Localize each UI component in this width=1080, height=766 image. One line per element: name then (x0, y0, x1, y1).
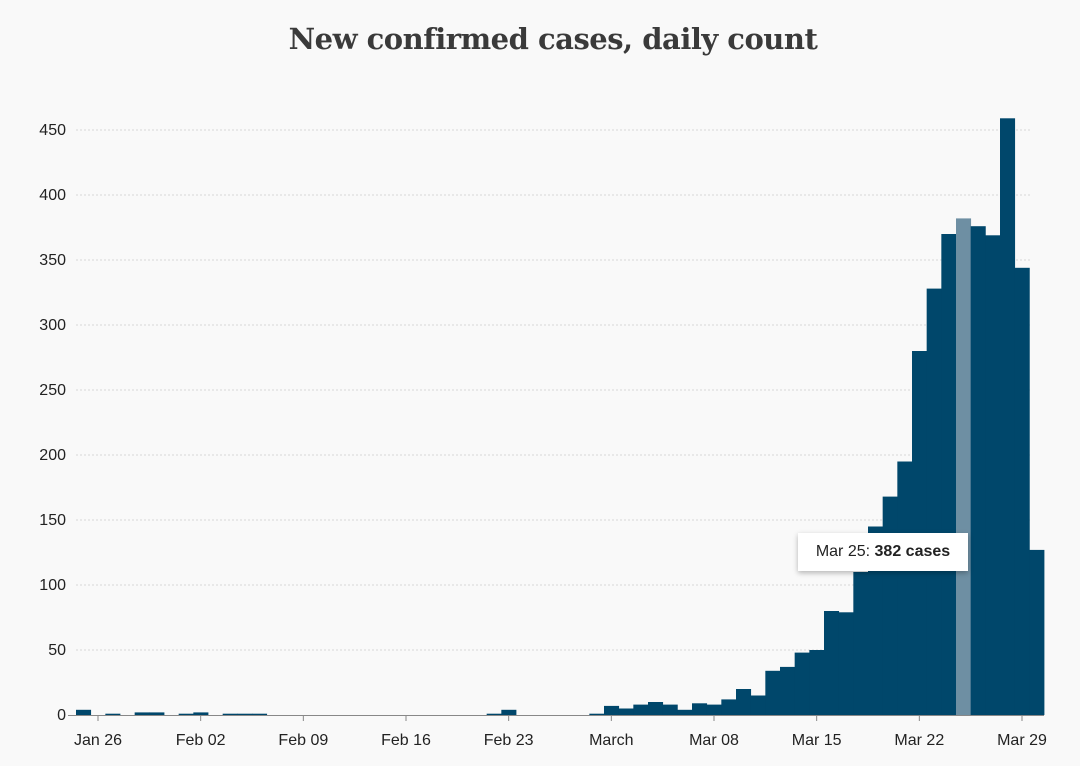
bar[interactable] (824, 611, 840, 715)
tooltip-date: Mar 25: (815, 543, 871, 560)
y-tick-label: 350 (39, 252, 66, 269)
bar[interactable] (105, 713, 121, 715)
x-tick-label: Feb 16 (381, 732, 431, 749)
bar[interactable] (501, 709, 517, 715)
bar[interactable] (721, 699, 737, 715)
bar[interactable] (780, 666, 796, 715)
bar[interactable] (985, 235, 1001, 716)
y-tick-label: 250 (39, 382, 66, 399)
x-tick-label: Feb 02 (176, 732, 226, 749)
bar[interactable] (252, 713, 268, 715)
x-tick-label: Mar 15 (792, 732, 842, 749)
y-tick-label: 100 (39, 577, 66, 594)
bar[interactable] (897, 461, 913, 716)
bar[interactable] (706, 704, 722, 715)
bar[interactable] (222, 713, 238, 715)
bar[interactable] (809, 650, 825, 715)
bar[interactable] (765, 670, 781, 715)
bar[interactable] (926, 288, 942, 715)
y-tick-label: 300 (39, 317, 66, 334)
bar[interactable] (1029, 549, 1045, 715)
x-tick-label: Feb 23 (484, 732, 534, 749)
bar[interactable] (134, 712, 150, 715)
bar[interactable] (662, 704, 678, 715)
bar[interactable] (618, 708, 634, 716)
y-tick-label: 400 (39, 187, 66, 204)
bar[interactable] (853, 572, 869, 715)
y-tick-label: 200 (39, 447, 66, 464)
bar[interactable] (178, 713, 194, 715)
x-tick-label: Mar 22 (894, 732, 944, 749)
x-tick-label: Mar 29 (997, 732, 1047, 749)
tooltip-value: 382 cases (874, 543, 951, 560)
bar[interactable] (868, 526, 884, 716)
bar[interactable] (838, 612, 854, 715)
bar[interactable] (970, 226, 986, 715)
bar[interactable] (1014, 267, 1030, 715)
bar[interactable] (882, 496, 898, 715)
bar[interactable] (1000, 118, 1016, 716)
y-tick-label: 50 (48, 642, 66, 659)
bar[interactable] (750, 695, 766, 716)
y-tick-label: 150 (39, 512, 66, 529)
bar[interactable] (692, 703, 708, 715)
bar[interactable] (193, 712, 209, 715)
bar[interactable] (794, 652, 810, 715)
bar[interactable] (237, 713, 253, 715)
x-tick-label: Mar 08 (689, 732, 739, 749)
chart-title: New confirmed cases, daily count (288, 22, 818, 56)
bar[interactable] (633, 704, 649, 715)
bar[interactable] (486, 713, 502, 715)
x-tick-label: March (589, 732, 633, 749)
bar-highlighted[interactable] (956, 218, 972, 715)
bar[interactable] (648, 702, 664, 715)
hover-tooltip: Mar 25: 382 cases (798, 533, 968, 571)
y-tick-label: 0 (57, 707, 66, 724)
bar[interactable] (941, 234, 957, 715)
bar[interactable] (76, 709, 92, 715)
bar[interactable] (149, 712, 165, 715)
x-tick-label: Feb 09 (278, 732, 328, 749)
bar[interactable] (736, 689, 752, 715)
bar[interactable] (604, 705, 620, 715)
bar[interactable] (589, 713, 605, 715)
y-tick-label: 450 (39, 122, 66, 139)
x-tick-label: Jan 26 (74, 732, 122, 749)
bar[interactable] (677, 709, 693, 715)
